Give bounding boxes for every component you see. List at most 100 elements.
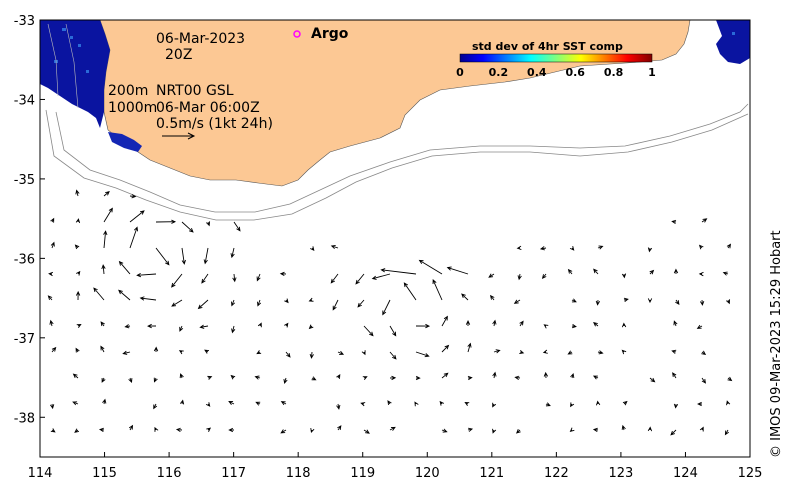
current-vector xyxy=(441,344,450,353)
current-vector xyxy=(308,297,314,302)
current-vector xyxy=(595,299,601,306)
current-vector xyxy=(284,322,289,328)
current-vector xyxy=(697,401,703,407)
current-vector xyxy=(93,287,105,301)
current-vector xyxy=(154,426,159,432)
current-vector xyxy=(593,268,599,275)
current-vector xyxy=(361,350,366,356)
current-vector xyxy=(670,429,677,436)
current-vector xyxy=(50,241,55,249)
current-vector xyxy=(205,402,211,407)
current-vector xyxy=(467,427,474,432)
y-tick-label: -35 xyxy=(14,173,35,188)
current-vector xyxy=(330,273,339,284)
current-vector xyxy=(230,374,236,380)
current-vector xyxy=(179,399,185,405)
current-vector xyxy=(128,424,134,431)
current-vector xyxy=(488,273,495,278)
current-vector xyxy=(76,324,82,329)
colorbar-tick-label: 0.4 xyxy=(527,66,547,79)
x-tick-label: 116 xyxy=(157,466,182,481)
current-vector xyxy=(136,272,157,278)
current-vector xyxy=(673,403,679,409)
current-vector xyxy=(310,428,315,434)
x-tick-label: 114 xyxy=(28,466,53,481)
current-vector xyxy=(432,279,443,301)
current-vector xyxy=(280,429,287,434)
current-vector xyxy=(569,246,575,251)
x-tick-label: 121 xyxy=(479,466,504,481)
y-tick-label: -36 xyxy=(14,252,35,267)
current-vector xyxy=(147,323,157,329)
colorbar-tick-label: 1 xyxy=(648,66,656,79)
current-vector xyxy=(382,299,391,316)
y-tick-label: -34 xyxy=(14,93,35,108)
current-vector xyxy=(597,350,604,355)
hour-label: 20Z xyxy=(165,47,192,63)
current-vector xyxy=(570,372,575,379)
current-vector xyxy=(671,349,677,354)
current-vector xyxy=(623,297,629,302)
current-vector xyxy=(232,273,237,283)
current-vector xyxy=(203,247,209,265)
current-vector xyxy=(309,351,314,359)
current-vector xyxy=(204,349,210,354)
x-tick-label: 120 xyxy=(415,466,440,481)
x-axis: 114 115 116 117 118 119 120 121 122 123 124 125 xyxy=(28,452,762,481)
current-vector xyxy=(415,375,421,381)
y-tick-label: -37 xyxy=(14,332,35,347)
current-vector xyxy=(332,299,339,311)
current-vector xyxy=(675,299,680,305)
current-vector xyxy=(519,349,525,355)
current-vector xyxy=(75,189,80,197)
y-tick-label: -33 xyxy=(14,14,35,29)
current-vector xyxy=(72,401,79,406)
current-vector xyxy=(178,350,184,355)
current-vector xyxy=(181,221,194,233)
current-vector xyxy=(517,273,522,281)
current-vector xyxy=(75,347,80,353)
current-vector xyxy=(197,299,209,310)
current-vector xyxy=(171,273,183,288)
x-tick-label: 122 xyxy=(544,466,569,481)
x-tick-label: 118 xyxy=(286,466,311,481)
current-vector xyxy=(75,290,81,301)
current-vector xyxy=(308,324,314,330)
current-vector xyxy=(118,289,131,301)
current-vector xyxy=(47,295,53,301)
x-tick-label: 115 xyxy=(92,466,117,481)
colorbar-tick-label: 0 xyxy=(456,66,464,79)
current-vector xyxy=(698,244,704,250)
current-vector xyxy=(516,245,522,251)
current-vector xyxy=(467,342,472,353)
current-vector xyxy=(201,273,209,284)
current-vector xyxy=(181,247,186,265)
current-vectors xyxy=(47,189,733,436)
current-vector xyxy=(228,427,235,433)
current-vector xyxy=(101,377,106,383)
current-vector xyxy=(129,226,139,249)
current-vector xyxy=(647,247,653,253)
current-vector xyxy=(380,268,417,275)
current-vector xyxy=(569,427,575,432)
current-vector xyxy=(701,350,707,356)
contour-1000m xyxy=(45,109,749,221)
current-vector xyxy=(337,350,345,355)
current-vector xyxy=(726,299,731,305)
argo-marker xyxy=(293,30,301,38)
current-vector xyxy=(254,375,261,380)
current-vector xyxy=(464,401,470,407)
current-vector xyxy=(622,400,628,406)
current-vector xyxy=(75,218,81,224)
colorbar-tick-label: 0.6 xyxy=(565,66,585,79)
current-vector xyxy=(673,320,678,327)
current-vector xyxy=(50,217,55,223)
current-vector xyxy=(493,349,501,354)
current-vector xyxy=(100,345,105,353)
current-vector xyxy=(153,346,159,353)
colorbar-gradient xyxy=(459,53,653,63)
current-vector xyxy=(542,349,548,354)
current-vector xyxy=(284,298,289,304)
current-vector xyxy=(567,268,573,275)
current-vector xyxy=(701,218,708,223)
